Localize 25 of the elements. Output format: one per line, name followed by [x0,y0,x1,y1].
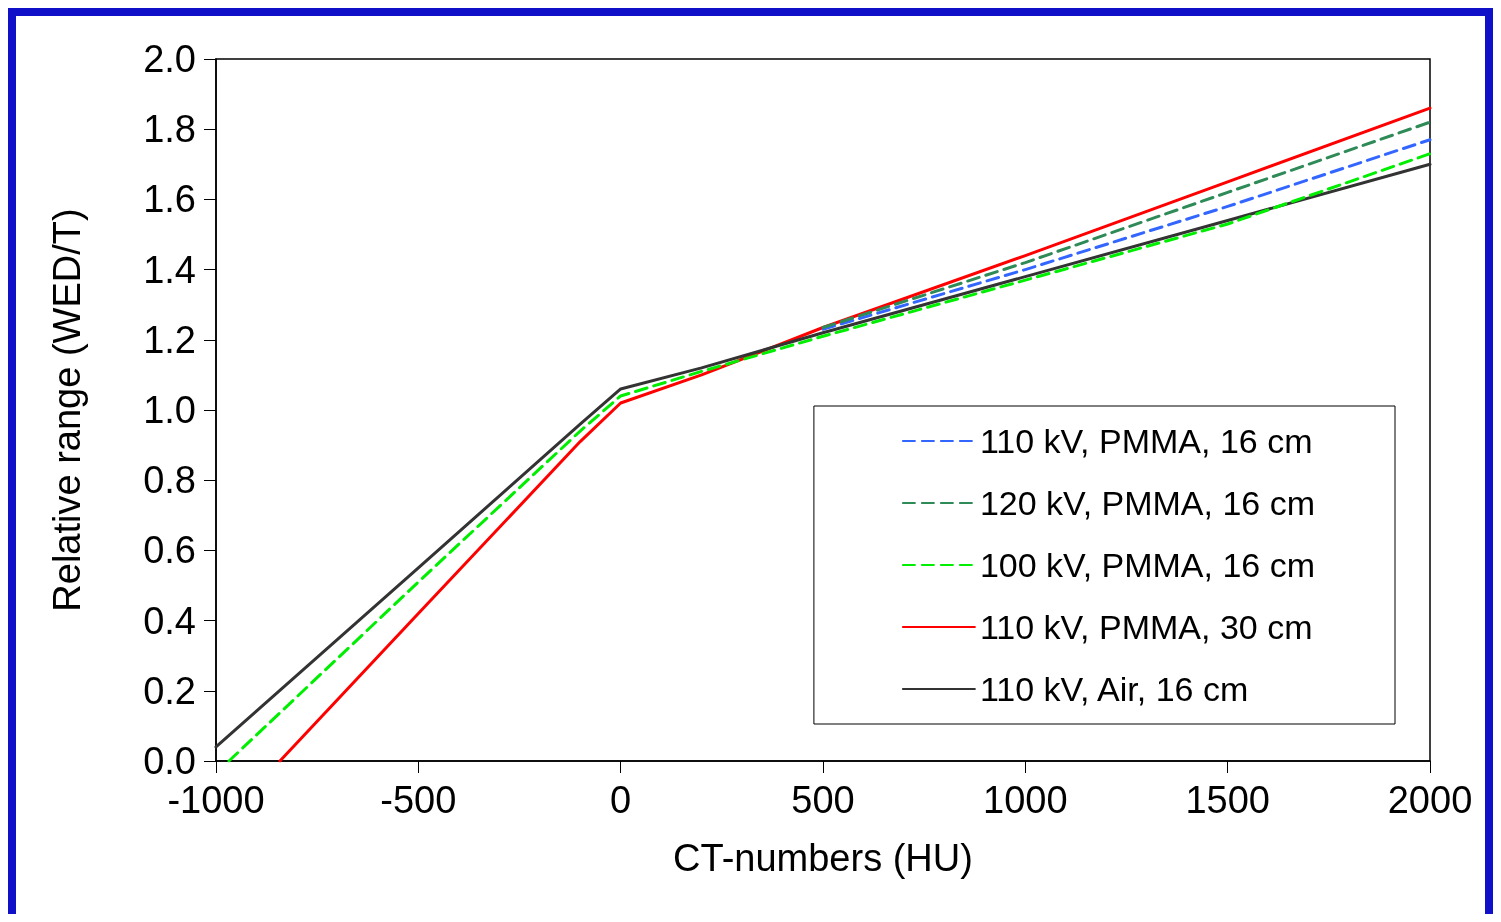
legend-label: 110 kV, PMMA, 16 cm [979,422,1313,460]
x-tick-label: 2000 [1387,779,1473,821]
x-tick-label: 500 [791,779,855,821]
y-tick-label: 0.8 [143,459,196,502]
x-axis-title: CT-numbers (HU) [673,837,973,879]
y-tick-label: 1.6 [143,178,196,221]
y-tick-label: 1.4 [143,248,196,291]
legend-label: 120 kV, PMMA, 16 cm [979,484,1316,522]
y-tick-label: 1.2 [143,318,196,361]
y-tick-label: 2.0 [143,38,196,80]
y-tick-label: 1.8 [143,108,196,151]
y-tick-label: 0.4 [143,599,196,642]
x-tick-label: -1000 [167,779,265,821]
y-axis-title: Relative range (WED/T) [46,208,88,612]
x-tick-label: 1000 [983,779,1068,821]
y-tick-label: 0.0 [143,740,196,782]
legend-label: 110 kV, Air, 16 cm [979,670,1249,708]
y-tick-label: 1.0 [143,389,196,431]
x-tick-label: 0 [610,779,632,821]
legend-label: 100 kV, PMMA, 16 cm [979,546,1316,584]
y-tick-label: 0.6 [143,529,196,572]
y-tick-label: 0.2 [143,669,196,712]
legend-label: 110 kV, PMMA, 30 cm [979,608,1313,646]
x-tick-label: 1500 [1185,779,1270,821]
x-tick-label: -500 [380,779,457,821]
